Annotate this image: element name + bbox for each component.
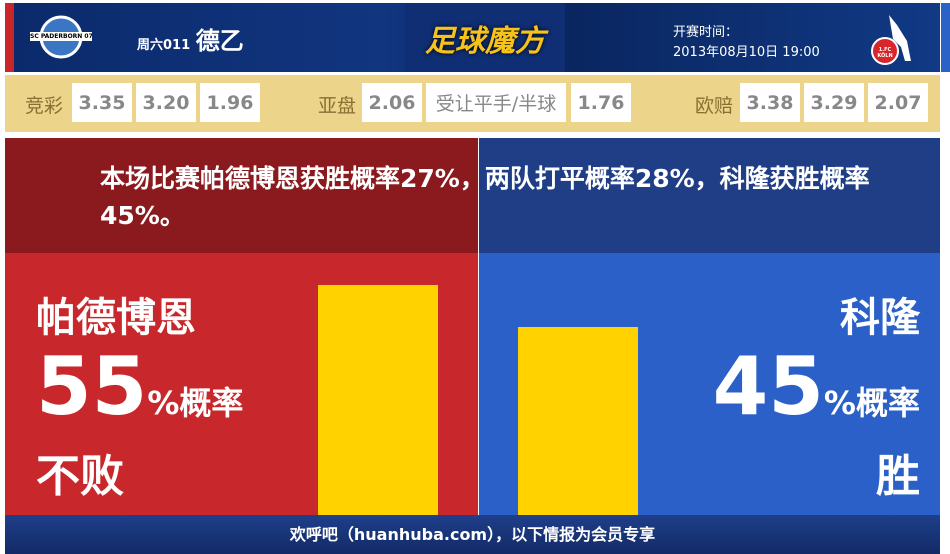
kickoff-value: 2013年08月10日 19:00 — [673, 45, 820, 60]
home-summary-band — [5, 138, 478, 253]
home-outcome: 不败 — [36, 451, 124, 502]
away-percent-unit: %概率 — [823, 384, 920, 422]
kickoff-label: 开赛时间： — [673, 25, 739, 40]
home-logo-text: SC PADERBORN 07 — [30, 32, 92, 41]
home-percent: 55%概率 — [36, 342, 243, 448]
match-header: SC PADERBORN 07 周六011 德乙 足球魔方 开赛时间： 2013… — [5, 3, 950, 72]
brand-logo: 足球魔方 — [405, 3, 565, 72]
kickoff-time: 开赛时间： 2013年08月10日 19:00 — [673, 23, 820, 63]
jingcai-home-odds: 3.35 — [72, 83, 132, 122]
league-name: 德乙 — [195, 27, 244, 55]
away-logo-text: 1.FC KÖLN — [877, 47, 893, 59]
away-percent: 45%概率 — [713, 342, 920, 448]
home-percent-value: 55 — [36, 340, 148, 433]
oupei-home-odds: 3.38 — [740, 83, 800, 122]
away-summary-band — [479, 138, 940, 253]
probability-summary: 本场比赛帕德博恩获胜概率27%，两队打平概率28%，科隆获胜概率45%。 — [100, 164, 870, 230]
jingcai-label: 竞彩 — [25, 95, 64, 117]
away-probability-bar — [518, 326, 638, 515]
away-team-name: 科隆 — [840, 295, 920, 341]
jingcai-away-odds: 1.96 — [200, 83, 260, 122]
yapan-home-odds: 2.06 — [362, 83, 422, 122]
yapan-handicap: 受让平手/半球 — [426, 83, 566, 122]
home-probability-bar — [318, 285, 438, 515]
yapan-label: 亚盘 — [318, 95, 357, 117]
oupei-away-odds: 2.07 — [868, 83, 928, 122]
odds-bar: 竞彩 3.35 3.20 1.96 亚盘 2.06 受让平手/半球 1.76 欧… — [5, 75, 940, 132]
jingcai-draw-odds: 3.20 — [136, 83, 196, 122]
league-info: 周六011 德乙 — [137, 21, 244, 56]
red-stripe — [5, 3, 14, 72]
footer-banner: 欢呼吧（huanhuba.com），以下情报为会员专享 — [5, 515, 940, 554]
oupei-label: 欧赔 — [695, 95, 734, 117]
away-percent-value: 45 — [712, 340, 824, 433]
away-team-logo — [871, 15, 911, 65]
home-team-name: 帕德博恩 — [36, 295, 196, 341]
away-outcome: 胜 — [876, 451, 920, 502]
oupei-draw-odds: 3.29 — [804, 83, 864, 122]
yapan-away-odds: 1.76 — [571, 83, 631, 122]
home-percent-unit: %概率 — [147, 384, 244, 422]
match-week: 周六011 — [137, 38, 191, 53]
blue-stripe — [940, 3, 950, 72]
